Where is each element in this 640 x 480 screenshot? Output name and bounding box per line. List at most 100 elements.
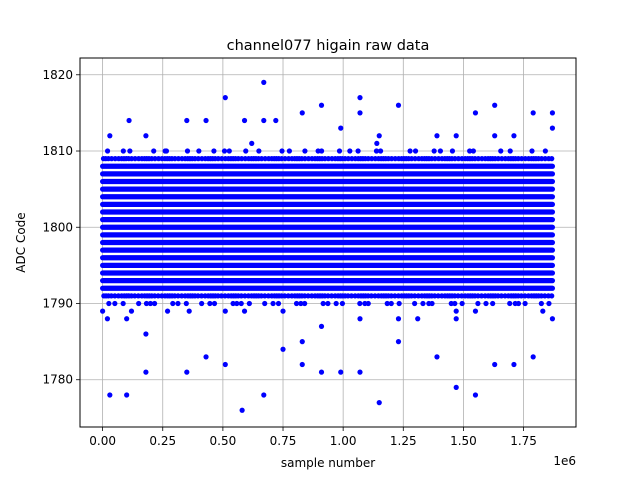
data-point [127,148,133,154]
data-point [357,110,363,116]
data-point [453,384,459,390]
data-point [126,117,132,124]
data-point [459,300,465,307]
data-point [302,300,308,307]
data-row-band [100,247,556,253]
data-point [540,308,546,314]
data-point [483,300,489,307]
data-point [347,148,353,154]
axis-ticks: 0.00 0.25 0.50 0.75 1.00 1.25 1.50 1.75 1780 1790… [42,68,536,448]
data-point [262,300,268,307]
data-row-band [100,194,556,200]
data-row-band [100,270,556,276]
data-point [338,125,344,131]
data-point [415,316,421,322]
data-point [293,300,300,307]
data-point [348,293,355,299]
data-point [203,117,209,124]
x-tick-label: 1.00 [330,434,357,448]
data-point [230,300,236,307]
data-point [175,293,181,299]
data-point [238,300,244,307]
data-point [345,156,351,162]
data-point [261,392,267,398]
data-point [143,369,149,375]
data-point [530,110,536,116]
data-point [453,316,459,322]
data-point [429,300,435,307]
data-point [453,133,459,139]
data-point [369,156,375,162]
data-point [226,148,232,154]
data-point [395,339,402,345]
data-point [152,156,158,162]
data-point [184,369,190,375]
data-point [280,346,286,352]
data-point [186,308,192,314]
data-point [549,156,555,162]
data-point [475,300,481,307]
data-point [392,293,398,299]
data-point [243,148,249,154]
data-point [384,300,390,307]
data-point [175,156,182,162]
data-point [222,361,228,368]
data-point [221,148,228,154]
data-point [507,148,513,154]
data-point [490,300,496,307]
y-axis-label: ADC Code [14,212,28,272]
data-point [376,400,382,406]
data-point [318,369,325,375]
data-point [357,300,363,307]
data-point [357,316,363,322]
data-point [151,148,157,154]
data-point [377,148,384,154]
data-point [100,308,106,314]
data-point [299,339,305,345]
data-row-band [100,232,556,238]
data-row-band [100,262,556,268]
data-point [155,293,161,299]
data-point [472,392,479,398]
data-row-band [100,239,556,246]
data-point [104,316,111,322]
data-point [124,392,130,398]
data-point [132,293,138,299]
data-point [338,369,344,375]
data-point [511,361,517,368]
data-point [195,156,201,162]
data-point [357,369,363,375]
data-point [412,300,418,307]
data-point [412,148,419,154]
data-point [199,300,205,307]
data-point [305,293,311,299]
data-row-band [100,186,556,192]
data-points [100,79,556,413]
data-point [249,140,255,146]
data-point [320,300,326,307]
data-point [222,308,228,314]
data-point [472,110,479,116]
data-point [325,156,331,162]
data-point [538,300,544,307]
data-point [104,148,111,154]
data-point [549,125,556,131]
data-point [196,148,202,154]
x-tick-label: 0.00 [89,434,116,448]
data-point [279,148,285,154]
data-row-band [100,209,556,215]
data-point [136,300,142,307]
data-point [435,293,441,299]
data-point [286,148,292,154]
data-point [522,300,528,307]
data-point [175,300,181,307]
data-point [164,308,171,314]
data-row-band [100,224,556,230]
data-point [318,323,325,329]
data-row-band [100,217,556,223]
data-point [412,293,418,299]
data-point [234,300,240,307]
data-point [239,156,245,162]
data-point [396,300,402,307]
data-point [432,156,438,162]
